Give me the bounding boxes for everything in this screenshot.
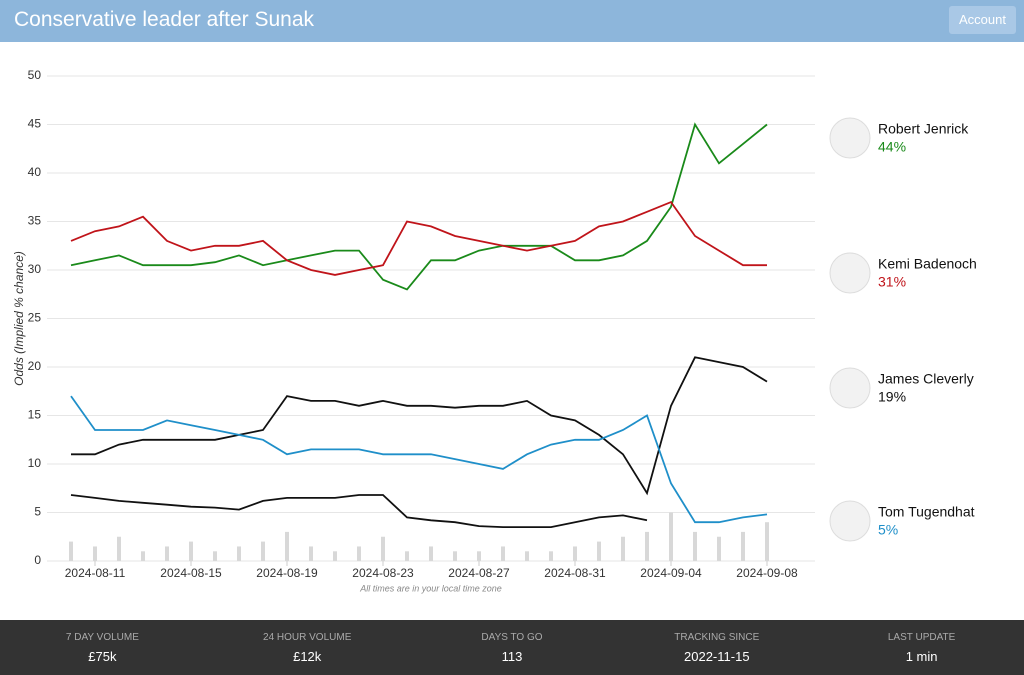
legend-name: Tom Tugendhat bbox=[878, 504, 975, 520]
stat: DAYS TO GO 113 bbox=[410, 620, 615, 675]
volume-bar bbox=[765, 522, 769, 561]
volume-bar bbox=[453, 551, 457, 561]
legend-value: 5% bbox=[878, 522, 898, 538]
y-tick-label: 5 bbox=[34, 505, 41, 519]
volume-bar bbox=[261, 541, 265, 561]
x-tick-label: 2024-08-23 bbox=[352, 566, 414, 580]
volume-bar bbox=[429, 546, 433, 561]
y-tick-label: 50 bbox=[28, 68, 42, 82]
x-tick-label: 2024-08-15 bbox=[160, 566, 222, 580]
y-tick-label: 20 bbox=[28, 359, 42, 373]
y-tick-label: 40 bbox=[28, 165, 42, 179]
y-tick-label: 15 bbox=[28, 408, 42, 422]
stat: LAST UPDATE 1 min bbox=[819, 620, 1024, 675]
chart: 0 5 10 15 20 25 30 35 40 45 50 2024-08-11 2024-08-15… bbox=[12, 68, 977, 593]
volume-bar bbox=[525, 551, 529, 561]
y-tick-label: 10 bbox=[28, 456, 42, 470]
volume-bar bbox=[381, 536, 385, 561]
stat-label: DAYS TO GO bbox=[481, 632, 543, 643]
volume-bar bbox=[621, 536, 625, 561]
y-tick-label: 0 bbox=[34, 553, 41, 567]
volume-bar bbox=[117, 536, 121, 561]
stat-value: £75k bbox=[88, 649, 117, 664]
y-tick-label: 45 bbox=[28, 117, 42, 131]
x-tick-label: 2024-08-19 bbox=[256, 566, 318, 580]
stat-label: 7 DAY VOLUME bbox=[65, 632, 139, 643]
stat-label: LAST UPDATE bbox=[887, 632, 956, 643]
x-tick-label: 2024-09-08 bbox=[736, 566, 798, 580]
stat-label: TRACKING SINCE bbox=[674, 632, 760, 643]
y-axis-label: Odds (Implied % chance) bbox=[12, 251, 26, 386]
volume-bar bbox=[741, 531, 745, 561]
volume-bar bbox=[549, 551, 553, 561]
volume-bar bbox=[717, 536, 721, 561]
volume-bar bbox=[405, 551, 409, 561]
x-tick-label: 2024-08-31 bbox=[544, 566, 606, 580]
footer: 7 DAY VOLUME £75k 24 HOUR VOLUME £12k DAYS T… bbox=[0, 620, 1024, 675]
stat-value: 1 min bbox=[905, 649, 938, 664]
volume-bar bbox=[357, 546, 361, 561]
stat-value: 113 bbox=[501, 649, 523, 664]
volume-bar bbox=[669, 512, 673, 561]
volume-bar bbox=[189, 541, 193, 561]
stat: TRACKING SINCE 2022-11-15 bbox=[614, 620, 819, 675]
series-line bbox=[70, 122, 768, 291]
volume-bar bbox=[165, 546, 169, 561]
volume-bar bbox=[285, 531, 289, 561]
legend-value: 31% bbox=[878, 274, 906, 290]
volume-bar bbox=[333, 551, 337, 561]
volume-bar bbox=[93, 546, 97, 561]
volume-bar bbox=[693, 531, 697, 561]
legend-value: 44% bbox=[878, 139, 906, 155]
y-tick-label: 30 bbox=[28, 262, 42, 276]
legend-name: Robert Jenrick bbox=[878, 121, 969, 137]
avatar bbox=[829, 367, 871, 409]
legend-value: 19% bbox=[878, 389, 906, 405]
x-tick-label: 2024-08-11 bbox=[65, 566, 126, 580]
x-tick-label: 2024-08-27 bbox=[448, 566, 510, 580]
avatar bbox=[829, 500, 871, 542]
page-title: Conservative leader after Sunak bbox=[14, 8, 314, 31]
volume-bar bbox=[597, 541, 601, 561]
volume-bar bbox=[141, 551, 145, 561]
stat: 24 HOUR VOLUME £12k bbox=[205, 620, 410, 675]
stat-value: 2022-11-15 bbox=[684, 649, 750, 664]
stat-label: 24 HOUR VOLUME bbox=[263, 632, 352, 643]
avatar bbox=[829, 117, 871, 159]
x-tick-label: 2024-09-04 bbox=[640, 566, 702, 580]
volume-bar bbox=[309, 546, 313, 561]
volume-bar bbox=[645, 531, 649, 561]
volume-bar bbox=[237, 546, 241, 561]
legend-name: Kemi Badenoch bbox=[878, 256, 977, 272]
legend-name: James Cleverly bbox=[878, 371, 974, 387]
stat: 7 DAY VOLUME £75k bbox=[0, 620, 205, 675]
volume-bar bbox=[213, 551, 217, 561]
note: All times are in your local time zone bbox=[359, 583, 502, 593]
volume-bar bbox=[477, 551, 481, 561]
series-line bbox=[70, 200, 767, 276]
series-line bbox=[70, 494, 648, 528]
series-line bbox=[71, 356, 768, 496]
account-button[interactable]: Account bbox=[949, 6, 1016, 34]
stat-value: £12k bbox=[293, 649, 322, 664]
volume-bar bbox=[573, 546, 577, 561]
volume-bar bbox=[501, 546, 505, 561]
y-tick-label: 25 bbox=[28, 311, 42, 325]
volume-bar bbox=[69, 541, 73, 561]
avatar bbox=[829, 252, 871, 294]
header: Conservative leader after Sunak Account bbox=[0, 0, 1024, 42]
series-line bbox=[70, 395, 768, 524]
y-tick-label: 35 bbox=[28, 214, 42, 228]
